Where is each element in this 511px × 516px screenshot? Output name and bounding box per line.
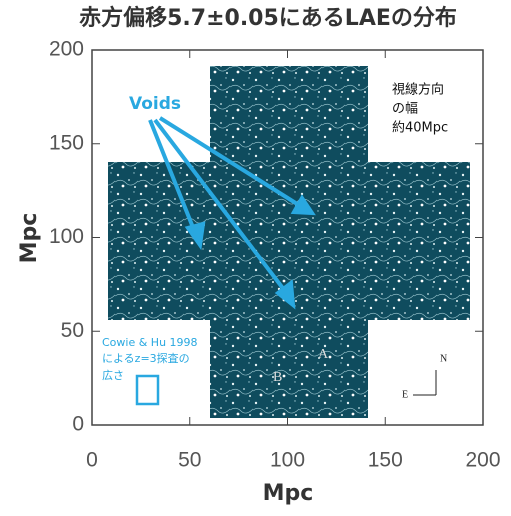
chart: 赤方偏移5.7±0.05にあるLAEの分布 0 50 100 150 200 0 50 100… — [0, 0, 511, 512]
compass-north: N — [440, 353, 447, 364]
y-axis-label: Mpc — [17, 213, 42, 264]
depth-line: 約40Mpc — [392, 121, 448, 136]
x-tick-label: 100 — [270, 449, 305, 472]
survey-line: によるz=3探査の — [102, 351, 190, 365]
x-tick-label: 0 — [86, 449, 98, 472]
y-tick-label: 150 — [49, 131, 84, 154]
x-tick-label: 150 — [368, 449, 403, 472]
chart-title: 赤方偏移5.7±0.05にあるLAEの分布 — [79, 5, 457, 31]
x-axis-label: Mpc — [263, 481, 314, 506]
survey-line: Cowie & Hu 1998 — [102, 336, 198, 349]
survey-box — [137, 376, 158, 404]
y-tick-label: 0 — [72, 413, 84, 436]
x-tick-label: 50 — [178, 449, 201, 472]
y-tick-label: 50 — [61, 319, 84, 342]
voids-label: Voids — [129, 94, 181, 114]
depth-line: の幅 — [392, 102, 418, 117]
region-label: A — [318, 347, 329, 362]
depth-line: 視線方向 — [392, 82, 444, 98]
compass-east: E — [402, 389, 408, 400]
y-tick-label: 100 — [49, 225, 84, 248]
x-tick-label: 200 — [465, 449, 500, 472]
region-label: B — [273, 370, 282, 385]
survey-line: 広さ — [102, 369, 124, 382]
compass — [413, 370, 436, 395]
depth-note: 視線方向 の幅 約40Mpc — [392, 82, 448, 136]
y-tick-label: 200 — [49, 38, 84, 61]
